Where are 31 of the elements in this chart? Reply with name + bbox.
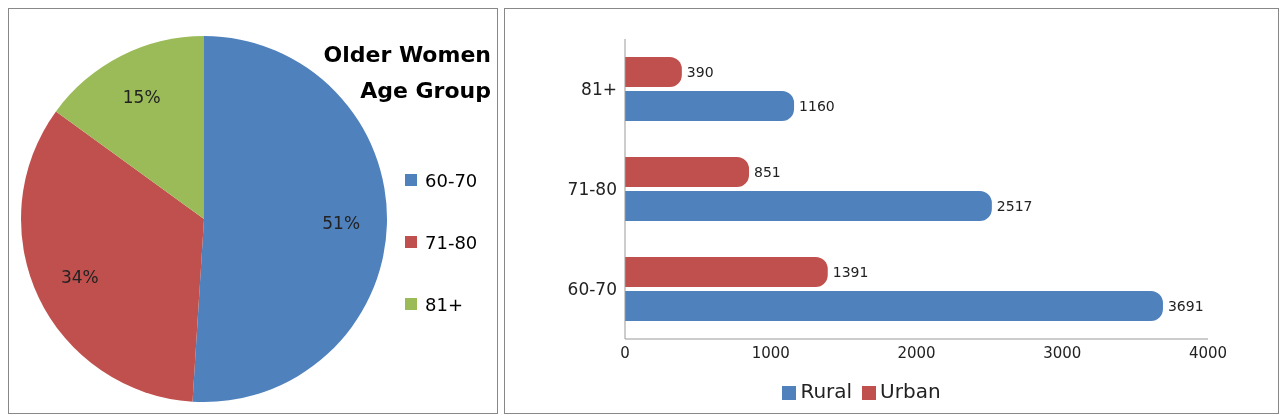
- data-label: 2517: [996, 197, 1033, 214]
- data-label: 3691: [1167, 297, 1204, 314]
- bar: [625, 291, 1163, 321]
- legend-label: Rural: [800, 379, 853, 403]
- legend-label: Urban: [880, 379, 941, 403]
- data-label: 390: [686, 63, 714, 80]
- x-tick-label: 1000: [751, 343, 790, 362]
- data-label: 34%: [60, 267, 99, 288]
- data-label: 51%: [322, 213, 361, 234]
- data-label: 1391: [832, 263, 869, 280]
- legend-label: 81+: [425, 293, 463, 315]
- bar: [625, 157, 750, 187]
- y-tick-label: 81+: [581, 79, 617, 100]
- data-label: 15%: [122, 86, 161, 107]
- pie-slice: [21, 111, 204, 402]
- y-tick-label: 60-70: [567, 279, 617, 300]
- x-tick-label: 0: [620, 343, 630, 362]
- bar: [625, 57, 682, 87]
- y-tick-label: 71-80: [567, 179, 617, 200]
- text: Older Women Age Group: [322, 41, 491, 105]
- data-label: 851: [754, 163, 781, 180]
- bar: [625, 91, 795, 121]
- x-tick-label: 2000: [897, 343, 936, 362]
- bar: [625, 257, 828, 287]
- legend-label: 60-70: [425, 169, 478, 191]
- bar: [625, 191, 992, 221]
- x-tick-label: 4000: [1188, 343, 1228, 362]
- legend-label: 71-80: [425, 231, 478, 253]
- pie-slice: [55, 36, 204, 219]
- data-label: 1160: [799, 97, 835, 114]
- x-tick-label: 3000: [1043, 343, 1082, 362]
